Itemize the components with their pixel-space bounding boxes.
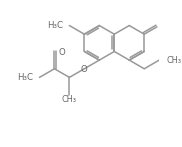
Text: H₃C: H₃C — [47, 21, 63, 30]
Text: CH₃: CH₃ — [167, 56, 182, 65]
Text: H₃C: H₃C — [17, 73, 33, 82]
Text: O: O — [59, 48, 66, 57]
Text: O: O — [80, 65, 87, 74]
Text: CH₃: CH₃ — [62, 95, 77, 104]
